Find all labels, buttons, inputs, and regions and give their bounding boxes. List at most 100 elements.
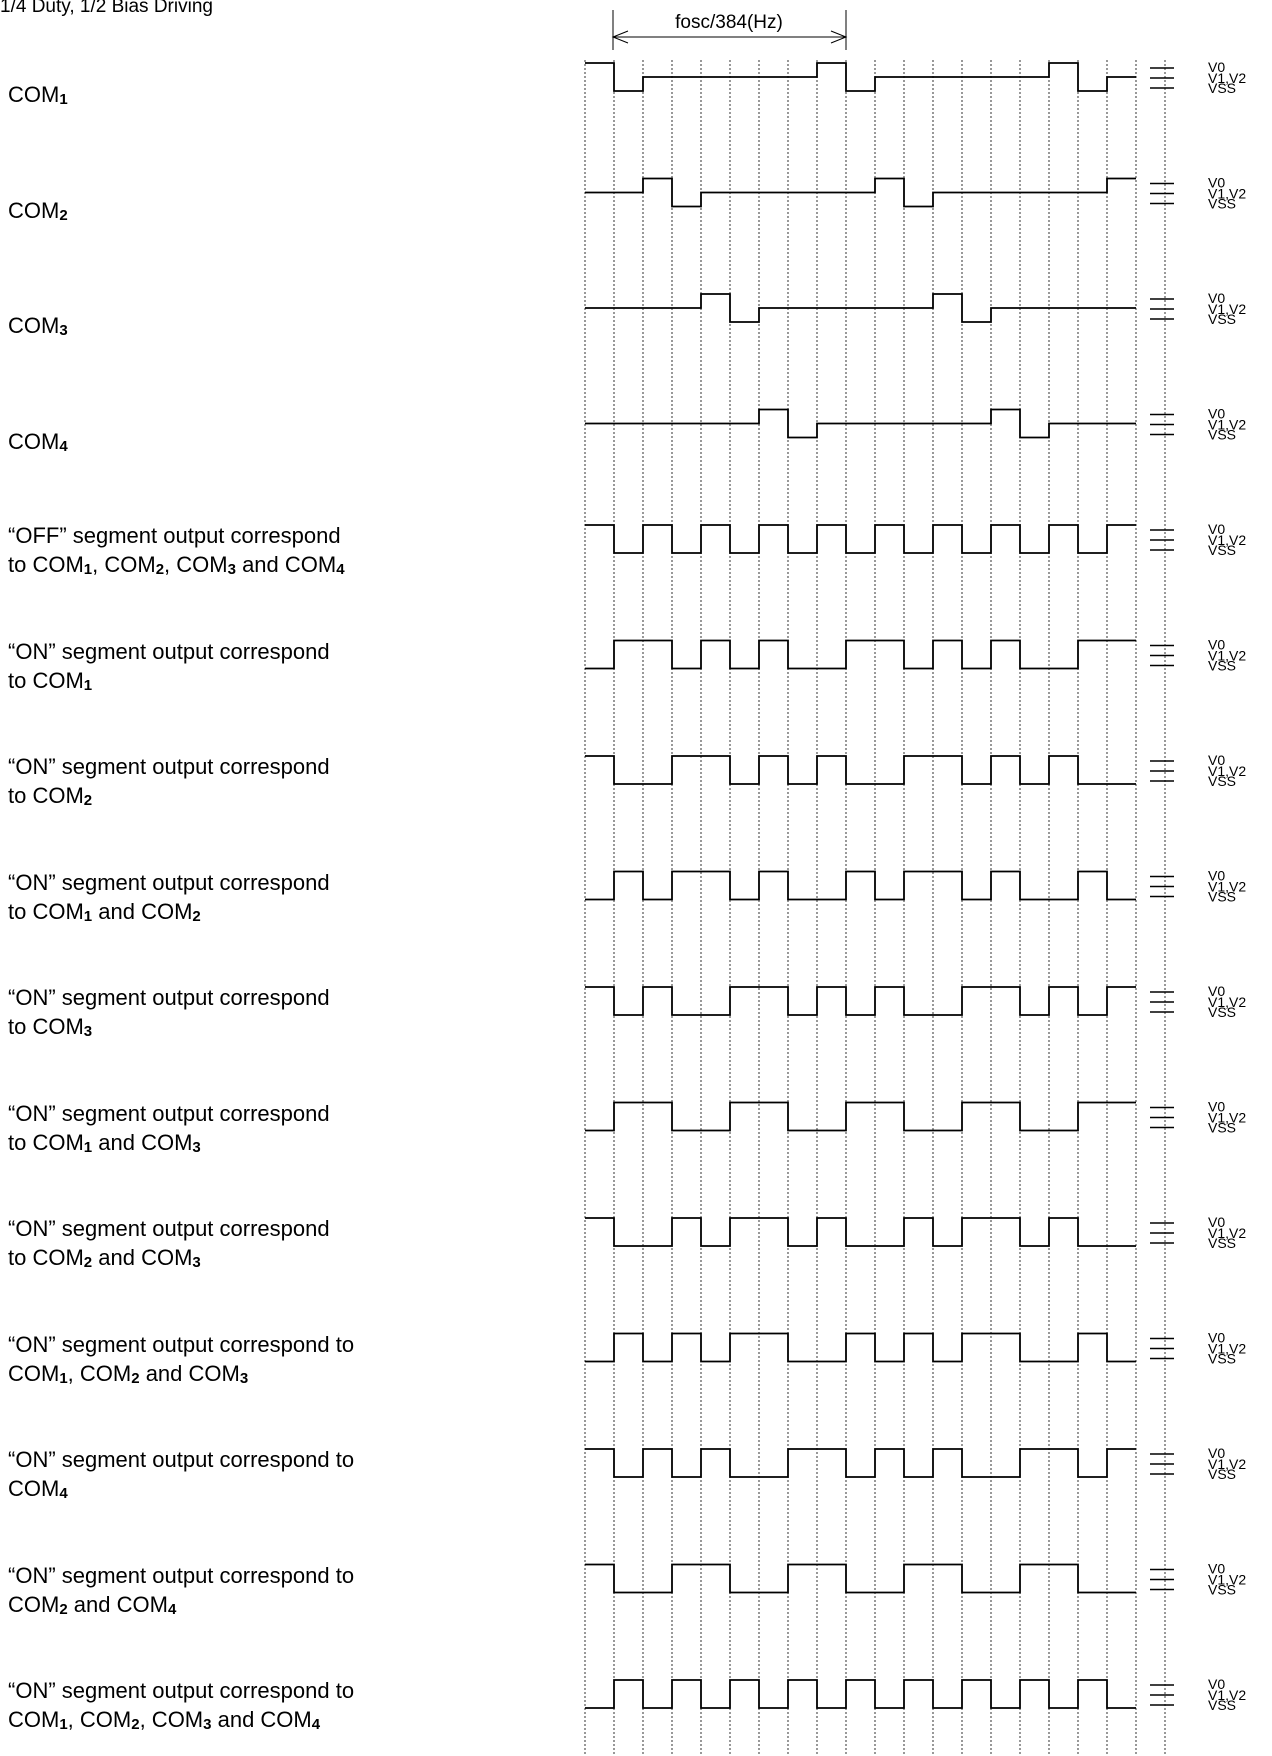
row-label-line: COM2 <box>8 196 68 230</box>
row-label-text: COM <box>8 1360 60 1386</box>
row-label-text: , COM <box>139 1707 204 1732</box>
row-label-subscript: 4 <box>167 1600 177 1618</box>
waveform-trace <box>585 408 1136 439</box>
level-label-vss: VSS <box>1208 542 1236 558</box>
row-label: COM1 <box>8 80 68 114</box>
row-label-subscript: 1 <box>59 1716 68 1733</box>
level-label-v1-v2: V1,V2 <box>1208 1572 1246 1588</box>
level-label-v0: V0 <box>1208 1561 1225 1577</box>
row-label: “ON” segment output correspond to COM2 <box>8 752 330 815</box>
waveform-trace <box>585 870 1136 901</box>
level-label-vss: VSS <box>1208 1466 1236 1482</box>
level-label-vss: VSS <box>1208 1582 1236 1598</box>
row-label-subscript: 2 <box>59 1600 68 1618</box>
waveform-trace <box>585 1448 1136 1478</box>
row-label-text: “ON” segment output correspond to <box>8 1331 355 1357</box>
row-label: COM3 <box>8 311 68 345</box>
row-label-text: , COM <box>67 1707 132 1732</box>
row-label-text: “ON” segment output correspond to <box>8 1447 355 1472</box>
level-label-vss: VSS <box>1208 1697 1236 1713</box>
level-label-v0: V0 <box>1208 868 1225 884</box>
row-label-text: to COM <box>8 1245 84 1270</box>
row-label-line: “ON” segment output correspond <box>8 868 330 897</box>
level-label-v0: V0 <box>1208 1676 1225 1692</box>
level-label-v1-v2: V1,V2 <box>1208 648 1246 664</box>
row-label-line: “ON” segment output correspond to <box>8 1330 354 1359</box>
row-label-text: , COM <box>67 1360 132 1386</box>
row-label: “ON” segment output correspond to COM3 <box>8 983 330 1046</box>
level-label-v0: V0 <box>1208 175 1225 191</box>
level-label-vss: VSS <box>1208 196 1236 212</box>
level-label-vss: VSS <box>1208 427 1236 443</box>
row-label-line: “ON” segment output correspond to <box>8 1445 354 1474</box>
row-label-subscript: 4 <box>59 1485 68 1502</box>
level-label-v1-v2: V1,V2 <box>1208 417 1246 433</box>
period-arrow-left-head <box>611 30 629 44</box>
row-label-text: COM <box>8 313 60 338</box>
waveforms <box>585 62 1136 1709</box>
row-label-text: to COM <box>8 1129 84 1155</box>
row-label-text: , COM <box>92 552 156 577</box>
row-label: “ON” segment output correspond to COM2 an… <box>8 1214 330 1277</box>
waveform-trace <box>585 293 1136 323</box>
waveform-trace <box>585 755 1136 785</box>
row-label-subscript: 3 <box>192 1254 201 1271</box>
row-label-text: “ON” segment output correspond <box>8 1100 330 1126</box>
period-marker: fosc/384(Hz) <box>611 10 848 50</box>
row-label: COM2 <box>8 196 68 230</box>
level-label-v1-v2: V1,V2 <box>1208 1110 1246 1126</box>
waveform-trace <box>585 1217 1136 1247</box>
row-label-text: and COM <box>67 1591 168 1617</box>
row-label: “ON” segment output correspond to COM4 <box>8 1445 354 1508</box>
row-label-text: and COM <box>139 1360 240 1386</box>
row-label-subscript: 2 <box>83 792 93 809</box>
row-label-text: “ON” segment output correspond to <box>8 1678 355 1703</box>
row-label-line: COM4 <box>8 427 68 461</box>
level-label-v0: V0 <box>1208 983 1225 999</box>
row-label: COM4 <box>8 427 68 461</box>
row-label-line: to COM3 <box>8 1012 330 1046</box>
row-label-subscript: 1 <box>83 561 93 578</box>
row-label-subscript: 3 <box>239 1369 249 1387</box>
level-label-vss: VSS <box>1208 311 1236 327</box>
row-label-text: to COM <box>8 898 84 924</box>
row-label-subscript: 2 <box>192 907 201 925</box>
row-label: “ON” segment output correspond to COM1 an… <box>8 868 330 931</box>
level-label-vss: VSS <box>1208 1235 1236 1251</box>
row-labels: COM1 COM2 COM3 COM4 “OFF” segment output cor… <box>0 0 560 1756</box>
row-label-subscript: 2 <box>59 206 68 224</box>
level-label-v1-v2: V1,V2 <box>1208 301 1246 317</box>
period-arrow-right-head <box>830 30 848 44</box>
row-label-subscript: 3 <box>59 322 68 339</box>
level-label-v0: V0 <box>1208 1214 1225 1230</box>
row-label-subscript: 2 <box>131 1369 140 1387</box>
row-label-text: COM <box>8 1591 60 1617</box>
level-label-v0: V0 <box>1208 1330 1225 1346</box>
level-label-v0: V0 <box>1208 1445 1225 1461</box>
row-label-line: COM3 <box>8 311 68 345</box>
page-heading: 1/4 Duty, 1/2 Bias Driving <box>0 0 213 17</box>
row-label-text: COM <box>8 1476 60 1501</box>
level-label-v1-v2: V1,V2 <box>1208 186 1246 202</box>
row-label-line: to COM1 <box>8 666 330 700</box>
level-label-v1-v2: V1,V2 <box>1208 1341 1246 1357</box>
level-label-v0: V0 <box>1208 290 1225 306</box>
row-label-text: COM <box>8 82 60 107</box>
row-label-text: “ON” segment output correspond <box>8 869 330 895</box>
level-label-vss: VSS <box>1208 658 1236 674</box>
row-label-subscript: 3 <box>192 1138 201 1156</box>
level-label-vss: VSS <box>1208 1120 1236 1136</box>
row-label-text: “ON” segment output correspond <box>8 638 330 664</box>
row-label-line: “OFF” segment output correspond <box>8 521 345 550</box>
row-label: “ON” segment output correspond to COM1, C… <box>8 1330 354 1393</box>
row-label-text: and COM <box>92 1129 193 1155</box>
row-label-subscript: 4 <box>59 437 68 455</box>
row-label-subscript: 2 <box>131 1716 140 1733</box>
row-label-text: COM <box>8 428 60 454</box>
row-label-text: and COM <box>235 552 337 577</box>
row-label-line: “ON” segment output correspond to <box>8 1561 354 1590</box>
row-label: “ON” segment output correspond to COM1 an… <box>8 1099 330 1162</box>
level-label-v1-v2: V1,V2 <box>1208 994 1246 1010</box>
row-label-text: “ON” segment output correspond <box>8 1216 330 1241</box>
level-label-vss: VSS <box>1208 889 1236 905</box>
